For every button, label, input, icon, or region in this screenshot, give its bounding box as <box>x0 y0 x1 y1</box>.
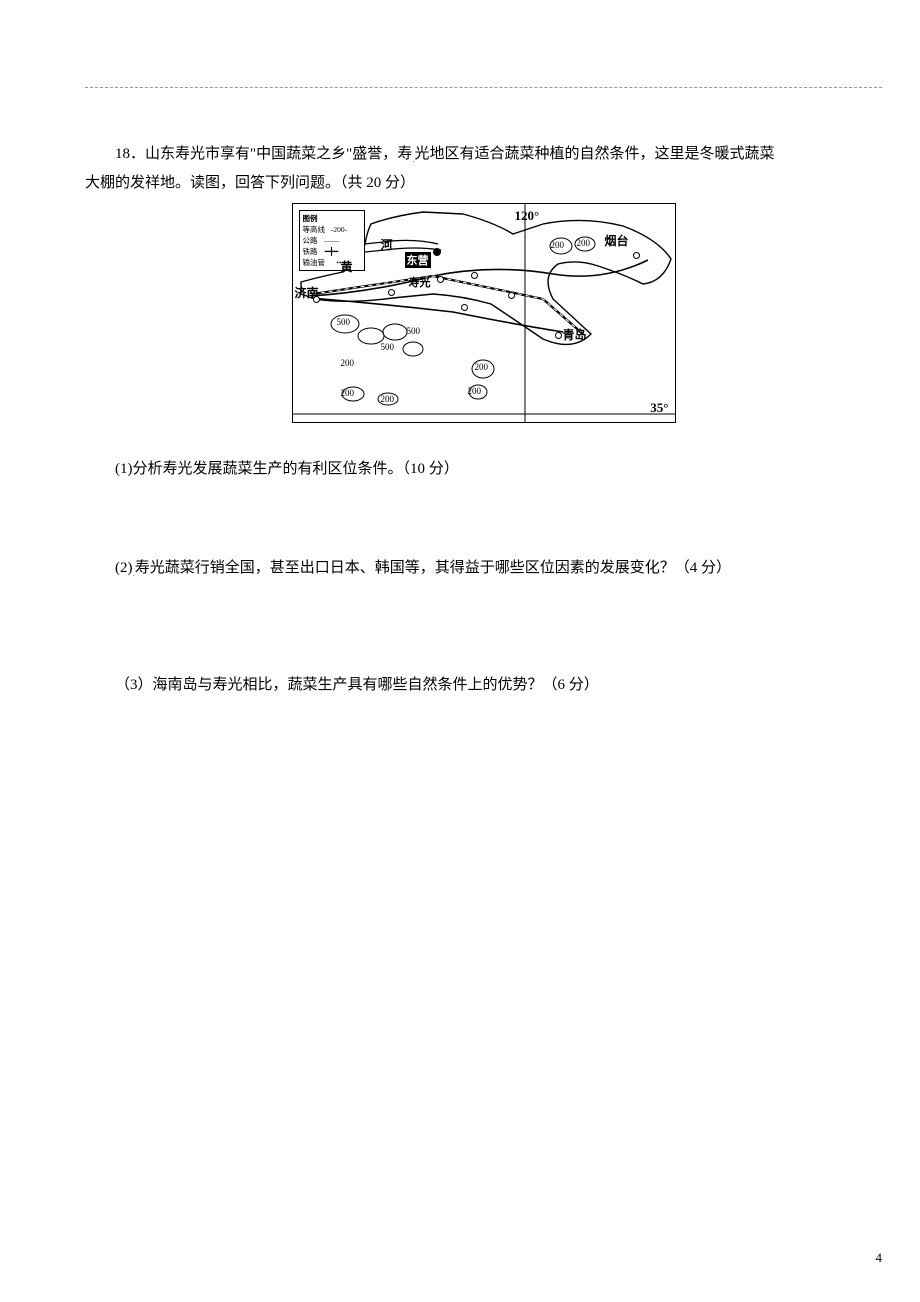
c-6: 200 <box>475 362 489 372</box>
intro-c: 大棚的发祥地。读图，回答下列问题。（共 20 分） <box>85 175 415 191</box>
huang-label: 黄 <box>341 258 353 275</box>
node-d <box>461 304 468 311</box>
leg-3-label: 输油管 <box>303 257 326 268</box>
page-number: 4 <box>876 1250 883 1266</box>
page-content: 18．山东寿光市享有"中国蔬菜之乡"盛誉，寿.光地区有适合蔬菜种植的自然条件，这… <box>85 140 882 699</box>
intro-a: 山东寿光市享有"中国蔬菜之乡"盛誉，寿 <box>145 146 412 162</box>
leg-2-label: 铁路 <box>303 246 318 257</box>
qingdao-label: 青岛 <box>563 326 587 343</box>
node-a <box>388 289 395 296</box>
shouguang-label: 寿光 <box>409 274 431 290</box>
subq-1: (1)分析寿光发展蔬菜生产的有利区位条件。（10 分） <box>85 456 882 483</box>
c-8: 200 <box>551 240 565 250</box>
figure-container: 图例 等高线-200- 公路—— 铁路━╋━ 输油管•• 120° 35° 河 … <box>85 203 882 428</box>
c-7: 200 <box>468 386 482 396</box>
node-c <box>508 292 515 299</box>
shandong-map: 图例 等高线-200- 公路—— 铁路━╋━ 输油管•• 120° 35° 河 … <box>292 203 676 423</box>
leg-2-sym: ━╋━ <box>321 246 343 257</box>
header-divider <box>85 87 882 88</box>
leg-1-label: 公路 <box>303 235 318 246</box>
lat-label: 35° <box>650 400 668 416</box>
c-3: 200 <box>341 358 355 368</box>
leg-0-label: 等高线 <box>303 224 326 235</box>
map-legend: 图例 等高线-200- 公路—— 铁路━╋━ 输油管•• <box>299 210 365 271</box>
c-4: 200 <box>341 388 355 398</box>
yantai-marker <box>633 252 640 259</box>
question-intro: 18．山东寿光市享有"中国蔬菜之乡"盛誉，寿.光地区有适合蔬菜种植的自然条件，这… <box>85 140 882 197</box>
node-b <box>471 272 478 279</box>
dongying-marker <box>433 248 441 256</box>
yantai-label: 烟台 <box>605 232 629 249</box>
c-9: 200 <box>577 238 591 248</box>
lon-label: 120° <box>515 208 540 224</box>
subq-2: (2).寿光蔬菜行销全国，甚至出口日本、韩国等，其得益于哪些区位因素的发展变化？… <box>85 555 882 582</box>
c-0: 500 <box>337 317 351 327</box>
leg-title: 图例 <box>303 213 318 224</box>
c-5: 200 <box>381 394 395 404</box>
q2-b: 寿光蔬菜行销全国，甚至出口日本、韩国等，其得益于哪些区位因素的发展变化？（4 分… <box>135 560 731 576</box>
river-label: 河 <box>381 236 393 253</box>
leg-0-sym: -200- <box>328 224 350 235</box>
dongying-label: 东营 <box>405 252 431 268</box>
c-1: 500 <box>381 342 395 352</box>
qingdao-marker <box>555 332 562 339</box>
c-2: 500 <box>407 326 421 336</box>
leg-1-sym: —— <box>321 235 343 246</box>
intro-b: 光地区有适合蔬菜种植的自然条件，这里是冬暖式蔬菜 <box>415 146 775 162</box>
jinan-marker <box>313 296 320 303</box>
shouguang-marker <box>437 276 444 283</box>
q-number: 18． <box>115 146 145 162</box>
q2-a: (2) <box>115 560 133 576</box>
subq-3: （3）海南岛与寿光相比，蔬菜生产具有哪些自然条件上的优势？（6 分） <box>85 672 882 699</box>
